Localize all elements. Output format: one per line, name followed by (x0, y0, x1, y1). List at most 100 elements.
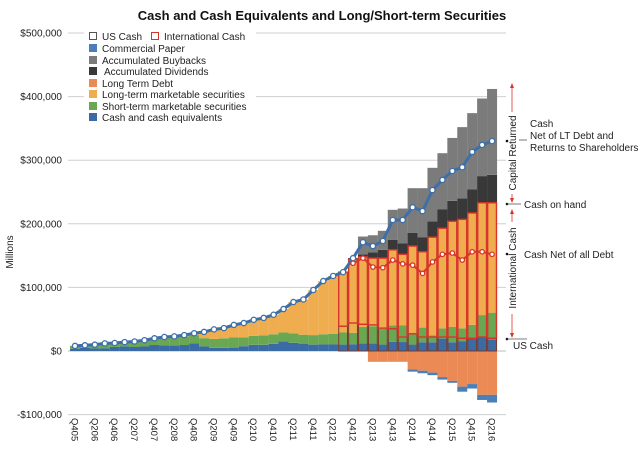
bar-short-term-marketable-securities (427, 335, 438, 343)
cash-net-lt-debt-returns-point (121, 338, 128, 346)
x-tick-label: Q216 (486, 418, 497, 441)
bar-long-term-marketable-securities (477, 202, 488, 316)
x-tick-label: Q406 (108, 418, 119, 441)
bar-cash-and-cash-equivalents (238, 346, 249, 351)
bar-short-term-marketable-securities (298, 334, 309, 344)
bar-short-term-marketable-securities (397, 325, 408, 343)
legend-cash-eq: Cash and cash equivalents (102, 113, 222, 124)
bar-accumulated-dividends (437, 209, 448, 229)
cash-net-lt-debt-returns-point (399, 216, 406, 224)
cash-net-all-debt-point (370, 264, 376, 270)
arrow-down-icon (510, 333, 514, 338)
bar-short-term-marketable-securities (328, 333, 339, 345)
legend-us-cash: US Cash (102, 32, 142, 43)
legend-background (84, 27, 256, 125)
bar-long-term-debt (427, 351, 438, 373)
bar-short-term-marketable-securities (407, 333, 418, 345)
x-axis-ticks: Q405 Q206 Q406 Q207 Q407 Q208 Q408 Q209 Q409 Q210… (69, 418, 497, 441)
bar-cash-and-cash-equivalents (268, 343, 279, 351)
legend-swatch-international-cash (151, 32, 159, 40)
x-tick-label: Q407 (148, 418, 159, 441)
cash-net-all-debt-point (439, 251, 446, 258)
bar-short-term-marketable-securities (477, 315, 488, 338)
bar-long-term-marketable-securities (377, 258, 388, 329)
international-cash-outline (427, 236, 438, 338)
bar-commercial-paper (447, 380, 458, 383)
cash-net-lt-debt-returns-point (468, 148, 476, 156)
legend-lt-debt: Long Term Debt (102, 79, 173, 90)
bar-accumulated-dividends (367, 252, 378, 259)
bar-short-term-marketable-securities (417, 327, 428, 343)
bar-cash-and-cash-equivalents (308, 344, 319, 351)
international-cash-outline (447, 220, 458, 338)
marker-dot (505, 139, 509, 143)
bar-short-term-marketable-securities (318, 334, 329, 345)
cash-net-lt-debt-returns-point (171, 333, 178, 340)
cash-net-lt-debt-returns-point (300, 296, 307, 303)
international-cash-outline (397, 253, 408, 338)
capital-returned-label: Capital Returned (508, 115, 519, 190)
bar-commercial-paper (467, 384, 478, 389)
x-tick-label: Q411 (307, 418, 318, 441)
cash-net-lt-debt-returns-point (359, 238, 367, 246)
cash-net-all-debt-point (449, 250, 456, 256)
cash-net-lt-debt-returns-point (369, 242, 377, 250)
bar-cash-and-cash-equivalents (159, 345, 170, 351)
bar-cash-and-cash-equivalents (258, 344, 269, 351)
bar-short-term-marketable-securities (457, 328, 468, 342)
bar-cash-and-cash-equivalents (99, 348, 110, 351)
cash-net-all-debt-point (389, 257, 396, 263)
cash-net-label-line2: Net of LT Debt and (530, 131, 614, 142)
legend-swatch-lt-securities (89, 90, 97, 98)
cash-net-all-debt-point (409, 262, 416, 268)
bar-short-term-marketable-securities (169, 336, 180, 346)
bar-short-term-marketable-securities (278, 332, 289, 342)
international-cash-outline (387, 249, 398, 330)
bar-long-term-marketable-securities (209, 329, 220, 339)
bar-long-term-debt (387, 351, 398, 362)
cash-net-label-line1: Cash (530, 119, 553, 130)
bar-long-term-debt (377, 351, 388, 362)
x-tick-label: Q214 (406, 418, 417, 441)
cash-net-lt-debt-returns-point (101, 340, 109, 347)
bar-commercial-paper (417, 370, 428, 374)
x-tick-label: Q408 (188, 418, 199, 441)
cash-net-all-debt-point (379, 264, 386, 271)
international-cash-outline (367, 257, 379, 326)
cash-net-lt-debt-returns-point (71, 342, 79, 350)
bar-cash-and-cash-equivalents (318, 344, 329, 351)
cash-net-lt-debt-returns-point (329, 272, 337, 280)
bar-cash-and-cash-equivalents (209, 347, 220, 351)
bar-cash-and-cash-equivalents (407, 344, 418, 351)
cash-net-lt-debt-returns-point (310, 286, 317, 294)
x-tick-label: Q409 (227, 418, 238, 441)
bar-long-term-marketable-securities (407, 246, 418, 334)
y-tick-label: $300,000 (20, 156, 62, 167)
bar-long-term-marketable-securities (367, 258, 378, 327)
international-cash-outline (467, 212, 478, 339)
bar-accumulated-dividends (467, 189, 478, 213)
bar-cash-and-cash-equivalents (288, 342, 299, 351)
bar-long-term-marketable-securities (258, 317, 269, 336)
bar-accumulated-buybacks (427, 167, 438, 222)
bar-long-term-debt (447, 351, 458, 381)
legend-swatch-cash-eq (89, 113, 97, 121)
bar-short-term-marketable-securities (179, 336, 190, 346)
legend-buybacks: Accumulated Buybacks (102, 56, 206, 67)
bar-long-term-debt (457, 351, 468, 387)
bar-accumulated-dividends (427, 221, 438, 238)
cash-net-lt-debt-returns-point (478, 141, 486, 149)
us-cash-label: US Cash (513, 341, 553, 352)
bar-short-term-marketable-securities (218, 338, 229, 348)
cash-net-lt-debt-returns-point (319, 277, 327, 285)
cash-on-hand-label: Cash on hand (524, 200, 586, 211)
x-tick-label: Q208 (168, 418, 179, 441)
bar-cash-and-cash-equivalents (357, 343, 368, 351)
bar-accumulated-buybacks (397, 208, 408, 244)
bar-accumulated-dividends (447, 200, 458, 222)
x-tick-label: Q210 (247, 418, 258, 441)
bar-cash-and-cash-equivalents (457, 341, 468, 351)
bar-cash-and-cash-equivalents (79, 347, 90, 351)
x-tick-label: Q211 (287, 418, 298, 441)
